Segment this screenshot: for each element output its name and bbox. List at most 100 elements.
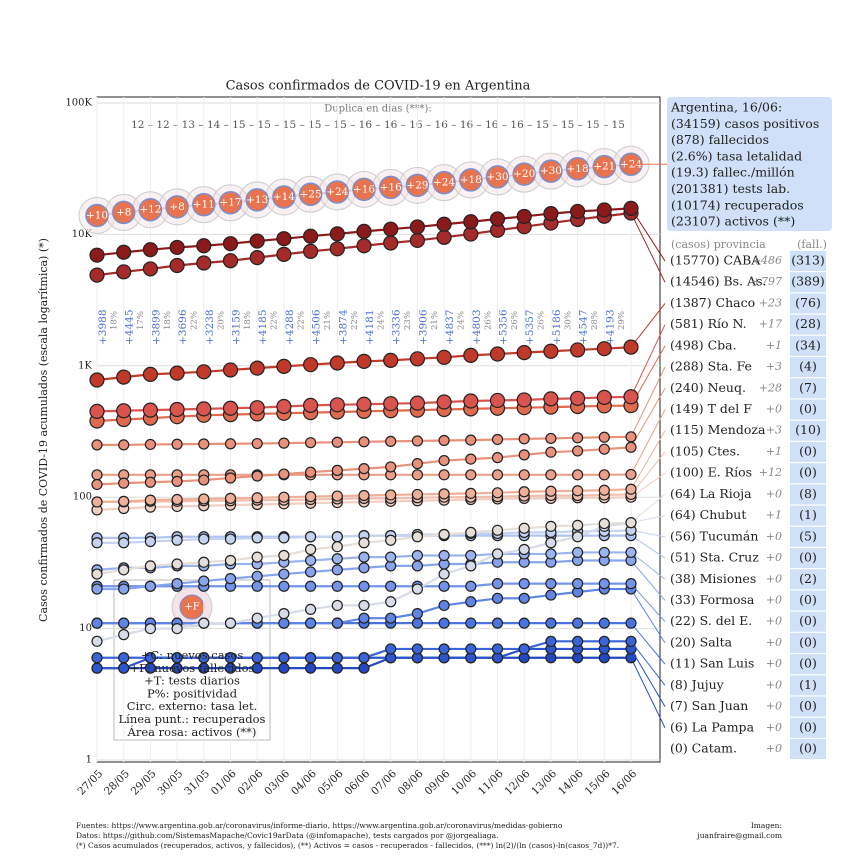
new-deaths-label: +20 bbox=[513, 168, 535, 180]
series-point bbox=[518, 469, 530, 481]
total-point bbox=[325, 180, 350, 204]
list-deaths-bg bbox=[790, 441, 826, 462]
series-point bbox=[358, 537, 370, 549]
list-deaths: (2) bbox=[799, 571, 817, 586]
series-point bbox=[411, 488, 423, 501]
series-point bbox=[144, 560, 156, 572]
series-point bbox=[303, 357, 319, 373]
series-point bbox=[142, 242, 158, 258]
y-tick-label: 1 bbox=[86, 755, 92, 766]
list-deaths: (76) bbox=[795, 295, 821, 310]
connector-line bbox=[630, 324, 666, 398]
series-point bbox=[598, 517, 610, 530]
positivity-label: 26% bbox=[483, 311, 493, 330]
series-point bbox=[625, 468, 637, 481]
series-point bbox=[251, 570, 263, 582]
list-new-cases: +486 bbox=[752, 254, 782, 267]
new-deaths-label: +11 bbox=[193, 199, 215, 211]
series-point bbox=[249, 400, 265, 416]
series-point bbox=[224, 492, 237, 504]
series-point bbox=[169, 365, 185, 381]
series-point bbox=[623, 339, 639, 355]
series-point bbox=[385, 551, 397, 563]
series-point bbox=[383, 235, 399, 251]
tests-label: +4288 bbox=[284, 309, 296, 345]
series-point bbox=[411, 617, 423, 629]
connector-line bbox=[630, 388, 666, 448]
total-point bbox=[85, 203, 109, 228]
tests-label: +4837 bbox=[444, 309, 456, 345]
list-new-cases: +0 bbox=[766, 657, 782, 670]
info-line: Argentina, 16/06: bbox=[670, 100, 782, 115]
y-tick-label: 10K bbox=[72, 229, 93, 240]
list-deaths: (1) bbox=[799, 677, 817, 692]
series-point bbox=[278, 437, 290, 449]
list-deaths-bg bbox=[790, 696, 826, 717]
series-point bbox=[278, 662, 290, 674]
list-deaths: (28) bbox=[795, 316, 821, 331]
series-point bbox=[144, 580, 156, 592]
series-point bbox=[144, 652, 156, 664]
list-header: (casos) provincia bbox=[671, 238, 766, 251]
list-deaths: (5) bbox=[799, 528, 817, 543]
series-point bbox=[305, 437, 317, 449]
series-point bbox=[491, 524, 504, 536]
series-point bbox=[545, 578, 557, 590]
series-point bbox=[383, 221, 399, 237]
series-point bbox=[144, 535, 156, 548]
series-point bbox=[465, 596, 477, 608]
series-point bbox=[91, 496, 103, 508]
list-deaths: (7) bbox=[799, 380, 817, 395]
list-name: (105) Ctes. bbox=[670, 443, 740, 458]
series-point bbox=[196, 238, 212, 254]
new-deaths-label: +10 bbox=[86, 209, 108, 221]
series-point bbox=[276, 398, 292, 415]
positivity-label: 21% bbox=[430, 311, 440, 330]
tests-label: +5357 bbox=[524, 309, 536, 345]
positivity-label: 22% bbox=[350, 311, 360, 330]
series-point bbox=[438, 580, 450, 592]
series-point bbox=[224, 652, 237, 664]
list-name: (1387) Chaco bbox=[670, 295, 755, 310]
info-line: (878) fallecidos bbox=[671, 132, 769, 147]
series-point bbox=[198, 617, 210, 629]
series-point bbox=[491, 643, 504, 655]
credit: juanfraire@gmail.com bbox=[696, 831, 782, 840]
list-new-cases: +0 bbox=[766, 700, 782, 713]
series-point bbox=[278, 652, 290, 664]
series-point bbox=[303, 397, 319, 413]
list-deaths: (0) bbox=[799, 634, 817, 649]
connector-line bbox=[630, 208, 666, 262]
tests-label: +4547 bbox=[578, 309, 590, 345]
series-point bbox=[411, 583, 423, 595]
list-deaths-bg bbox=[790, 505, 826, 526]
list-deaths: (34) bbox=[795, 337, 821, 352]
series-point bbox=[171, 493, 183, 506]
series-point bbox=[465, 643, 477, 655]
series-point bbox=[251, 612, 263, 624]
new-deaths-label: +16 bbox=[380, 181, 402, 193]
series-point bbox=[171, 622, 183, 635]
total-point bbox=[298, 182, 323, 207]
series-point bbox=[545, 548, 557, 560]
series-point bbox=[331, 464, 343, 476]
legend-text: +C: nuevos casos bbox=[141, 648, 244, 662]
positivity-label: 28% bbox=[590, 311, 600, 330]
new-deaths-label: +13 bbox=[246, 194, 268, 206]
total-point bbox=[111, 200, 136, 225]
series-point bbox=[543, 205, 559, 222]
series-point bbox=[169, 257, 185, 274]
series-point bbox=[518, 522, 530, 534]
list-name: (56) Tucumán bbox=[670, 528, 758, 543]
series-point bbox=[331, 662, 343, 674]
list-name: (64) Chubut bbox=[670, 507, 746, 522]
series-point bbox=[438, 434, 450, 447]
series-point bbox=[411, 608, 423, 620]
footer-line: (*) Casos acumulados (recuperados, activ… bbox=[76, 841, 619, 850]
connector-line bbox=[630, 409, 666, 475]
series-point bbox=[278, 580, 290, 592]
series-point bbox=[545, 485, 557, 497]
list-new-cases: +3 bbox=[766, 360, 782, 373]
tests-label: +3906 bbox=[417, 309, 429, 345]
series-point bbox=[436, 229, 452, 245]
